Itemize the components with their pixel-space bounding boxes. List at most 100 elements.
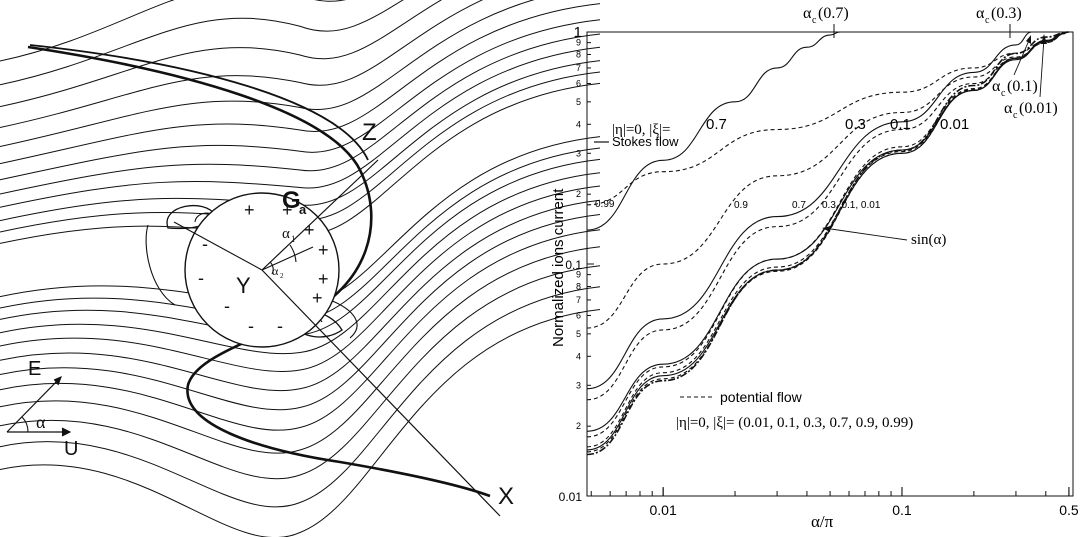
streamline <box>0 0 404 86</box>
critical-alpha-0.1: α c (0.1) <box>992 35 1038 99</box>
u-vector-arrowhead <box>61 427 72 437</box>
sin-alpha-curve <box>586 31 1069 456</box>
x-tick-label: 0.5 <box>1059 502 1079 518</box>
stokes-legend-label: Stokes flow <box>612 134 679 149</box>
potential-curve-0.1 <box>586 31 1069 448</box>
positive-charge: + <box>312 288 323 308</box>
potential-values-label: |η|=0, |ξ|= (0.01, 0.1, 0.3, 0.7, 0.9, 0… <box>676 415 913 431</box>
positive-charge: + <box>304 220 315 240</box>
streamline <box>0 0 443 108</box>
streamline <box>0 3 601 165</box>
y-minor-tick-label: 5 <box>576 97 581 107</box>
alpha-c-subscript: c <box>1001 88 1006 99</box>
streamline <box>0 46 601 208</box>
positive-charge: + <box>318 269 329 289</box>
axis-ticks <box>587 31 1070 497</box>
potential-curve-0.9 <box>586 31 1069 329</box>
y-minor-tick-label: 3 <box>576 380 581 390</box>
streamline <box>0 309 601 537</box>
alpha2-subscript: 2 <box>280 272 284 280</box>
z-axis-label: Z <box>362 119 377 146</box>
alpha-c-arrow <box>1013 37 1031 76</box>
streamline <box>0 185 601 372</box>
streamline <box>0 214 601 411</box>
potential-curve-0.01 <box>586 31 1069 453</box>
alpha-c-subscript: c <box>985 15 990 26</box>
e-vector-arrowhead <box>53 375 62 386</box>
stokes-label-0.7: 0.7 <box>706 116 727 133</box>
stokes-curve-0.3 <box>586 31 1069 390</box>
streamline <box>0 199 601 392</box>
alpha-c-value: (0.01) <box>1019 100 1058 117</box>
radius-a1 <box>261 246 314 271</box>
alpha-c-subscript: c <box>812 15 817 26</box>
y-minor-tick-label: 2 <box>576 421 581 431</box>
potential-label-0.99: 0.99 <box>595 199 615 210</box>
left-panel-labels: Z X Y G a α 1 α 2 E U α + +++++---- - <box>28 119 514 510</box>
front-attachment-line <box>145 224 176 306</box>
y-minor-tick-label: 6 <box>576 310 581 320</box>
radius-a2 <box>173 221 263 271</box>
series-lines <box>586 31 1069 456</box>
potential-label-group: 0.3, 0.1, 0.01 <box>822 200 881 211</box>
alpha-c-value: (0.3) <box>991 5 1022 22</box>
y-minor-tick-label: 5 <box>576 329 581 339</box>
x-tick-label: 0.1 <box>892 502 912 518</box>
streamline <box>0 265 601 480</box>
negative-charge: - <box>277 316 283 336</box>
alpha-c-arrowhead <box>1041 34 1047 44</box>
streamline <box>0 246 601 454</box>
ga-label: G <box>282 187 301 214</box>
streamline <box>0 19 601 181</box>
separatrix-inner <box>29 44 369 161</box>
alpha-c-label: α <box>1004 100 1013 117</box>
alpha-c-arrow <box>1039 37 1045 98</box>
potential-curve-0.99 <box>586 31 1069 206</box>
alpha-c-label: α <box>992 78 1001 95</box>
x-axis <box>261 269 501 517</box>
y-minor-tick-label: 7 <box>576 63 581 73</box>
ga-subscript: a <box>299 202 307 217</box>
alpha2-arc <box>269 261 274 275</box>
y-axis-label: Y <box>236 273 251 298</box>
streamline <box>0 33 601 195</box>
u-vector-label: U <box>64 438 78 460</box>
streamline <box>0 172 601 355</box>
alpha-c-label: α <box>976 5 985 22</box>
y-minor-tick-label: 7 <box>576 295 581 305</box>
negative-charge: - <box>224 296 230 316</box>
y-tick-label: 0.1 <box>565 258 582 272</box>
alpha-angle-arc <box>21 416 29 433</box>
x-axis-title: α/π <box>811 512 834 531</box>
streamline <box>0 229 601 431</box>
alpha-c-value: (0.1) <box>1007 78 1038 95</box>
streamline <box>0 286 601 508</box>
y-minor-tick-label: 2 <box>576 189 581 199</box>
alpha1-label: α <box>282 226 290 242</box>
stokes-label-0.1: 0.1 <box>890 116 911 133</box>
sin-alpha-label: sin(α) <box>911 232 946 248</box>
critical-alpha-0.01: α c (0.01) <box>1004 34 1058 121</box>
x-tick-label: 0.01 <box>650 502 677 518</box>
sin-alpha-arrowhead <box>822 226 831 232</box>
flow-field-diagram <box>0 0 601 537</box>
y-minor-tick-label: 8 <box>576 49 581 59</box>
potential-label-0.9: 0.9 <box>734 200 748 211</box>
surface-charges: + +++++---- - <box>198 200 329 336</box>
y-tick-label: 0.01 <box>559 490 583 504</box>
streamline <box>0 0 535 147</box>
y-minor-tick-label: 9 <box>576 38 581 48</box>
potential-legend-label: potential flow <box>720 389 803 405</box>
stokes-label-0.3: 0.3 <box>845 116 866 133</box>
potential-curve-0.7 <box>586 31 1069 401</box>
stokes-curve-0.7 <box>586 31 879 231</box>
alpha-c-subscript: c <box>1013 110 1018 121</box>
streamline <box>0 0 346 62</box>
rear-attachment-line <box>329 299 358 339</box>
y-axis-title: Normalized ions current <box>550 188 567 347</box>
positive-charge: + <box>282 200 293 220</box>
y-minor-tick-label: 3 <box>576 148 581 158</box>
streamline <box>0 0 484 128</box>
